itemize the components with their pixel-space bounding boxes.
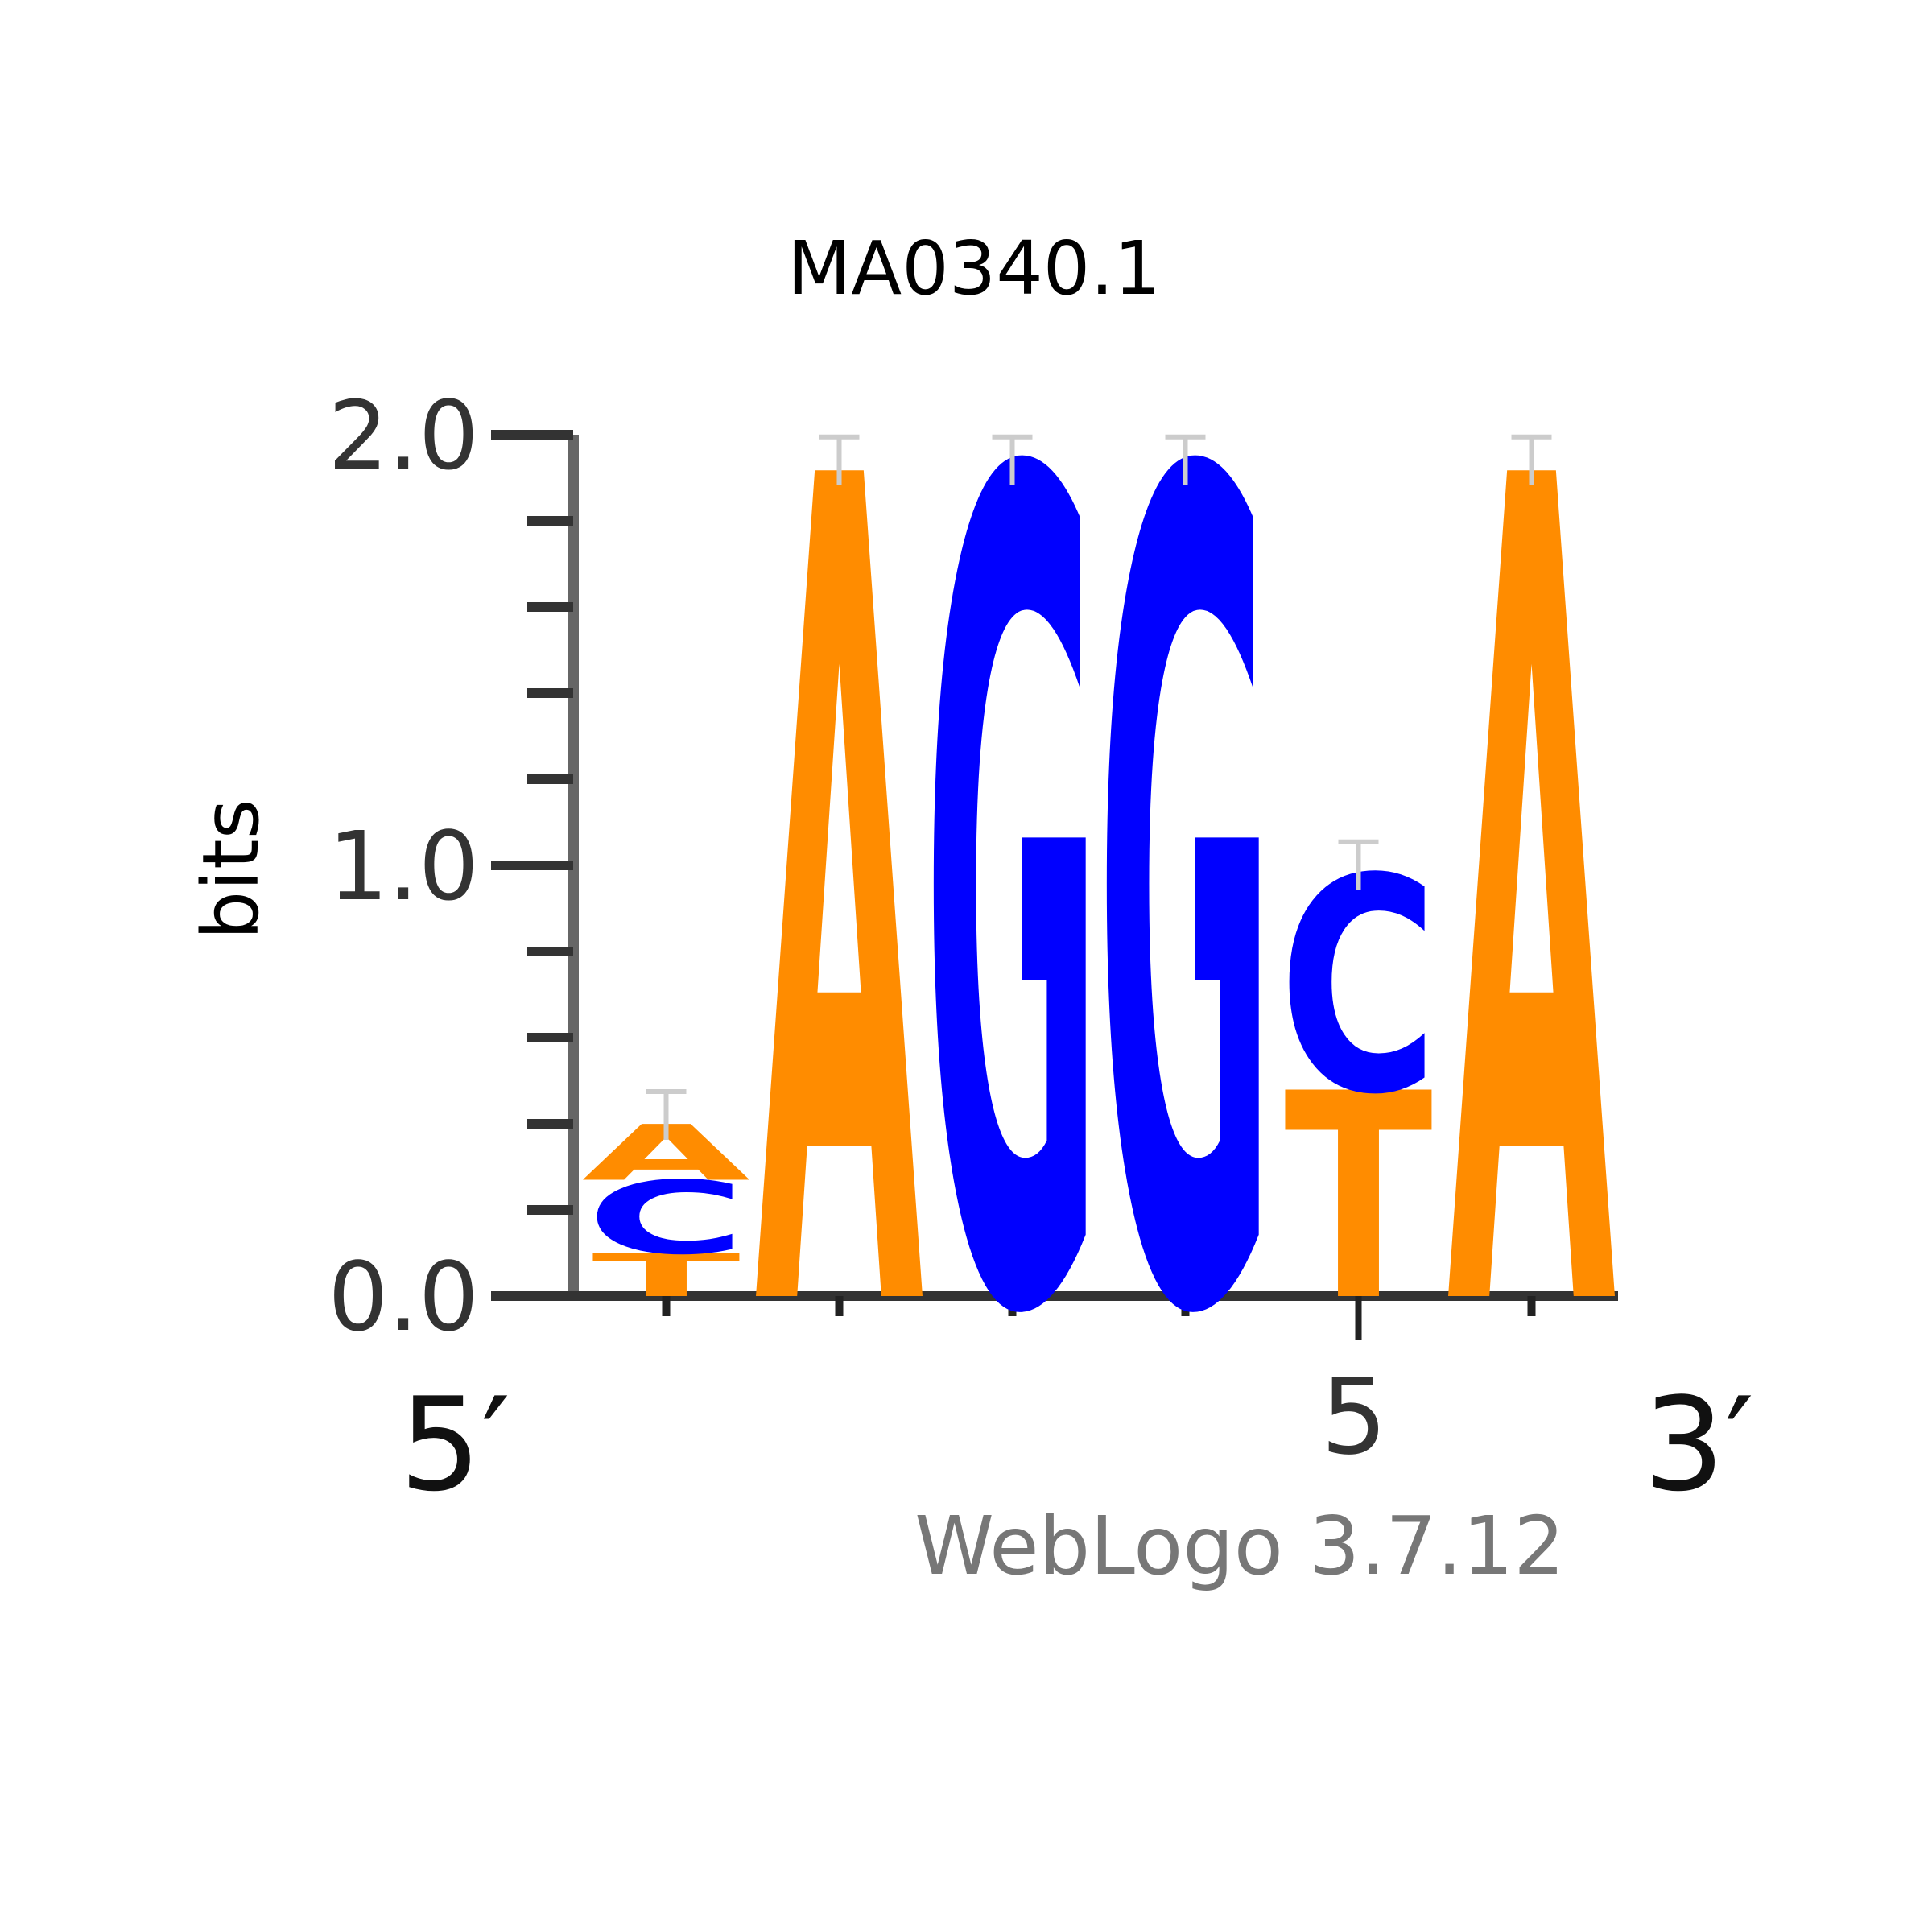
stack-position-5: TC <box>1278 815 1439 1364</box>
y-tick-label: 1.0 <box>328 811 479 922</box>
weblogo-credit: WebLogo 3.7.12 <box>914 1499 1565 1593</box>
y-tick-label: 2.0 <box>328 380 479 491</box>
y-axis-label: bits <box>186 799 276 939</box>
three-prime-label: 3′ <box>1643 1369 1754 1520</box>
stack-position-2: A <box>755 244 926 1563</box>
letter-T-pos-5: T <box>1284 1034 1434 1364</box>
stack-position-6: A <box>1447 244 1618 1563</box>
letter-stacks: TCA A GG TC A <box>582 244 1618 1563</box>
five-prime-label: 5′ <box>399 1369 510 1520</box>
x-axis <box>491 1291 1618 1340</box>
stack-position-1: TCA <box>582 1089 750 1310</box>
y-axis: 0.0 1.0 2.0 <box>328 380 579 1352</box>
letter-T-pos-1: T <box>592 1241 741 1310</box>
chart-title: MA0340.1 <box>787 225 1161 312</box>
y-tick-label: 0.0 <box>328 1241 479 1352</box>
letter-C-pos-1: C <box>586 1160 746 1277</box>
x-tick-label-5: 5 <box>1321 1356 1388 1478</box>
stack-position-4: G <box>1096 244 1274 1563</box>
stack-position-3: G <box>923 244 1101 1563</box>
